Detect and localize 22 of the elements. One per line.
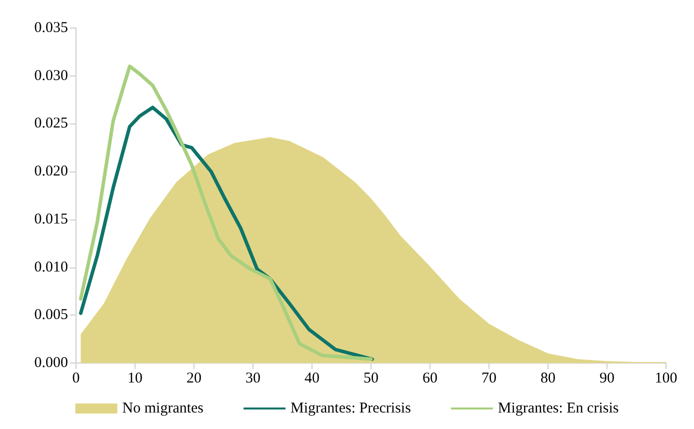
x-tick-label: 70 — [482, 370, 496, 386]
x-tick-label: 80 — [540, 370, 556, 386]
legend-label: Migrantes: Precrisis — [290, 400, 412, 416]
x-tick-label: 90 — [600, 370, 614, 386]
legend-label: No migrantes — [122, 400, 204, 416]
x-tick-label: 50 — [364, 370, 378, 386]
y-tick-label: 0.005 — [34, 307, 68, 324]
x-tick-label: 10 — [128, 370, 142, 386]
x-tick-label: 60 — [422, 370, 438, 386]
x-tick-label: 20 — [186, 370, 202, 386]
x-tick-label: 30 — [246, 370, 260, 386]
x-tick-label: 100 — [654, 370, 678, 386]
y-tick-label: 0.015 — [34, 211, 68, 228]
y-tick-label: 0.010 — [34, 259, 68, 276]
y-tick-label: 0.035 — [34, 20, 68, 36]
y-tick-label: 0.000 — [34, 355, 68, 371]
legend-label: Migrantes: En crisis — [498, 400, 619, 416]
y-tick-label: 0.025 — [34, 116, 68, 132]
x-tick-label: 0 — [72, 370, 80, 386]
y-tick-label: 0.020 — [34, 164, 68, 180]
y-tick-label: 0.030 — [34, 68, 68, 84]
x-tick-label: 40 — [304, 370, 320, 386]
